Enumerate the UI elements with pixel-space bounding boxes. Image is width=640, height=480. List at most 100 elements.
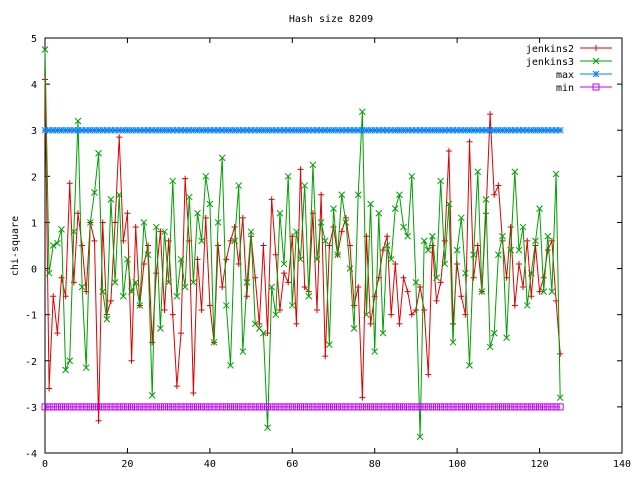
data-point-max: [86, 126, 94, 134]
data-point-max: [297, 126, 304, 134]
data-point-max: [408, 126, 416, 134]
data-point-jenkins2: [511, 302, 518, 309]
data-point-max: [544, 126, 552, 134]
data-point-max: [210, 126, 218, 134]
data-point-max: [383, 126, 391, 134]
data-point-max: [124, 126, 131, 134]
data-point-min: [420, 403, 428, 411]
data-point-jenkins2: [293, 320, 300, 327]
data-point-min: [338, 403, 346, 411]
data-point-jenkins3: [536, 205, 543, 212]
data-point-jenkins3: [358, 108, 366, 116]
data-point-jenkins3: [301, 182, 309, 189]
data-point-jenkins3: [532, 237, 539, 245]
data-point-jenkins2: [458, 293, 465, 300]
data-point-jenkins3: [54, 239, 61, 247]
x-tick-label: 80: [369, 459, 381, 470]
data-point-min: [371, 403, 379, 411]
data-point-min: [470, 403, 478, 411]
data-point-jenkins3: [519, 223, 527, 231]
data-point-min: [548, 403, 556, 411]
data-point-max: [482, 126, 490, 134]
data-point-max: [49, 126, 57, 134]
data-point-min: [148, 403, 156, 411]
data-point-jenkins2: [301, 284, 308, 290]
data-point-min: [173, 403, 181, 411]
data-point-jenkins3: [540, 288, 548, 295]
data-point-jenkins3: [58, 226, 65, 233]
x-tick-label: 100: [448, 459, 466, 470]
data-point-min: [330, 403, 337, 411]
data-point-jenkins3: [152, 223, 160, 231]
data-point-jenkins3: [453, 246, 461, 254]
x-tick-label: 0: [42, 459, 48, 470]
data-point-min: [536, 403, 544, 411]
data-point-jenkins3: [383, 242, 391, 249]
data-point-min: [445, 403, 453, 411]
axes-group: [44, 37, 623, 454]
data-point-max: [231, 126, 238, 134]
data-point-min: [482, 403, 490, 411]
data-point-jenkins3: [86, 219, 94, 226]
data-point-min: [185, 403, 193, 411]
data-point-min: [239, 403, 247, 411]
data-point-jenkins3: [354, 191, 362, 199]
data-point-min: [391, 403, 399, 411]
data-point-jenkins3: [400, 223, 407, 231]
data-point-jenkins3: [503, 334, 510, 342]
data-point-min: [354, 403, 362, 411]
data-point-jenkins2: [157, 228, 164, 235]
data-point-min: [552, 403, 560, 411]
data-point-min: [358, 403, 366, 411]
data-point-min: [161, 403, 169, 411]
data-point-max: [540, 126, 548, 134]
data-point-jenkins2: [239, 214, 246, 221]
data-point-jenkins3: [161, 228, 168, 236]
data-point-max: [429, 126, 436, 134]
data-point-min: [107, 403, 115, 411]
data-point-jenkins2: [276, 307, 283, 314]
data-point-max: [272, 126, 280, 134]
data-point-min: [284, 403, 292, 411]
data-point-min: [119, 403, 127, 411]
data-point-jenkins2: [281, 270, 288, 277]
data-point-min: [214, 403, 222, 411]
data-point-min: [53, 403, 61, 411]
data-point-jenkins3: [268, 283, 276, 291]
y-tick-label: -4: [25, 449, 37, 460]
data-point-min: [395, 403, 403, 411]
data-point-max: [412, 126, 420, 134]
data-point-jenkins2: [268, 196, 275, 203]
data-point-jenkins2: [91, 237, 98, 244]
data-point-jenkins3: [177, 255, 185, 263]
data-point-jenkins3: [482, 196, 490, 203]
data-point-max: [495, 126, 502, 134]
data-point-jenkins2: [145, 242, 152, 249]
data-point-jenkins3: [284, 172, 292, 180]
data-point-jenkins3: [49, 242, 57, 249]
data-point-jenkins2: [557, 350, 564, 357]
data-point-jenkins3: [437, 177, 445, 185]
data-point-min: [292, 403, 300, 411]
data-point-max: [420, 126, 428, 134]
data-point-jenkins3: [346, 265, 354, 272]
data-point-jenkins3: [424, 246, 432, 254]
data-point-min: [57, 403, 65, 411]
data-point-max: [177, 126, 185, 134]
data-point-jenkins3: [375, 209, 383, 217]
data-point-max: [548, 126, 556, 134]
data-point-max: [396, 126, 403, 134]
data-point-min: [86, 403, 94, 411]
data-point-jenkins3: [107, 196, 115, 203]
data-point-jenkins3: [239, 348, 247, 355]
data-point-min: [305, 403, 313, 411]
data-point-jenkins2: [326, 242, 333, 249]
data-point-jenkins2: [223, 256, 230, 263]
data-point-max: [511, 126, 519, 134]
data-point-jenkins2: [445, 147, 452, 154]
data-point-min: [128, 403, 136, 411]
data-point-jenkins3: [499, 232, 506, 240]
data-point-min: [515, 403, 523, 411]
data-point-jenkins3: [408, 172, 416, 180]
